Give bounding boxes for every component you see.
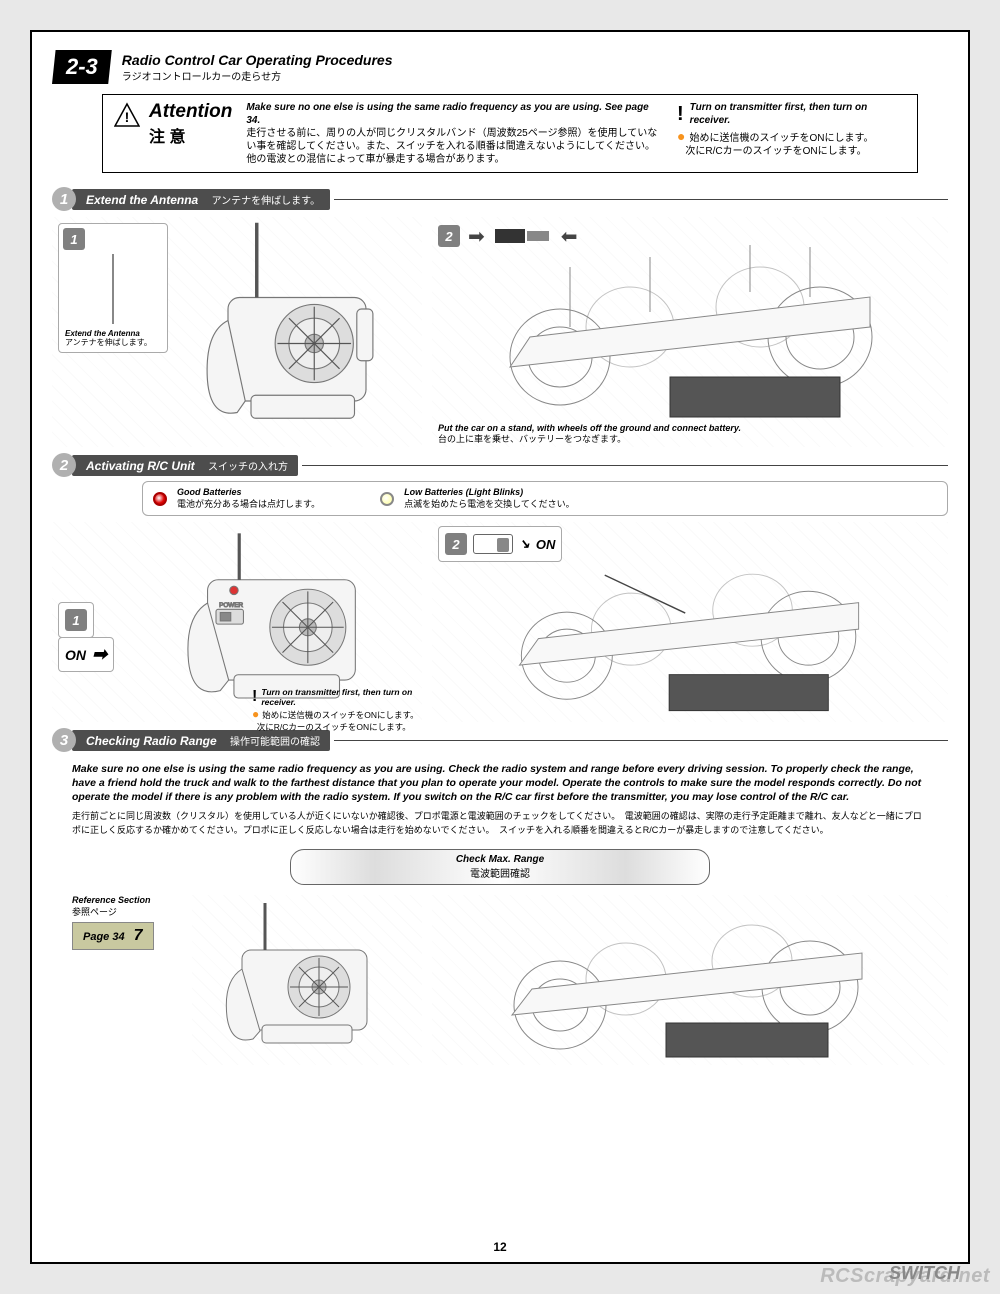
step3-label: Checking Radio Range 操作可能範囲の確認 — [72, 730, 330, 751]
chassis-svg-3 — [432, 895, 948, 1065]
section-title-en: Radio Control Car Operating Procedures — [122, 52, 393, 68]
step3-num: 3 — [52, 728, 76, 752]
attention-text: Make sure no one else is using the same … — [246, 101, 663, 166]
attention-text-jp: 走行させる前に、周りの人が同じクリスタルバンド（周波数25ページ参照）を使用して… — [246, 128, 657, 165]
step3-car-illus — [432, 895, 948, 1065]
section-title-block: Radio Control Car Operating Procedures ラ… — [122, 52, 393, 83]
ref-block: Reference Section 参照ページ Page 34 7 — [52, 895, 182, 1065]
txnote-jp1: 始めに送信機のスイッチをONにします。 — [262, 710, 418, 720]
step2-label: Activating R/C Unit スイッチの入れ方 — [72, 455, 298, 476]
antenna-subbox: 1 Extend the Antenna アンテナを伸ばします。 — [58, 223, 168, 353]
step1-sub2-caption: Put the car on a stand, with wheels off … — [438, 423, 741, 445]
led-low-jp: 点滅を始めたら電池を交換してください。 — [404, 499, 574, 509]
step2-sub1-onbox: 1 — [58, 602, 94, 638]
step2-num: 2 — [52, 453, 76, 477]
step1-sub2-cap-en: Put the car on a stand, with wheels off … — [438, 423, 741, 433]
range-pill: Check Max. Range 電波範囲確認 — [290, 849, 710, 885]
step3-body-jp: 走行前ごとに同じ周波数（クリスタル）を使用している人が近くにいないか確認後、プロ… — [72, 811, 922, 835]
page-ref-box: Page 34 7 — [72, 922, 154, 950]
attention-text-en: Make sure no one else is using the same … — [246, 102, 648, 126]
led-good-icon — [153, 492, 167, 506]
step1-title-jp: アンテナを伸ばします。 — [212, 196, 321, 207]
bullet-icon: ● — [252, 707, 259, 721]
section-header: 2-3 Radio Control Car Operating Procedur… — [52, 50, 948, 84]
step3-body-en: Make sure no one else is using the same … — [72, 762, 928, 805]
bang-icon: ! — [252, 687, 257, 706]
step1-line — [334, 199, 948, 200]
led-low-en: Low Batteries (Light Blinks) — [404, 487, 523, 497]
manual-page: 2-3 Radio Control Car Operating Procedur… — [30, 30, 970, 1264]
step2-title-en: Activating R/C Unit — [86, 459, 195, 473]
step3-row: Reference Section 参照ページ Page 34 7 — [52, 895, 948, 1065]
step3-title-jp: 操作可能範囲の確認 — [230, 737, 320, 748]
led-good-jp: 電池が充分ある場合は点灯します。 — [177, 499, 320, 509]
step1-transmitter-illus: 1 Extend the Antenna アンテナを伸ばします。 — [52, 217, 422, 447]
antenna-caption-jp: アンテナを伸ばします。 — [65, 338, 152, 347]
led-low-text: Low Batteries (Light Blinks) 点滅を始めたら電池を交… — [404, 487, 574, 510]
page-number: 12 — [32, 1240, 968, 1254]
step1-num: 1 — [52, 187, 76, 211]
step2-car-illus: 2 ↘ ON — [432, 522, 948, 722]
warning-icon: ! — [113, 101, 141, 129]
range-en: Check Max. Range — [456, 854, 544, 865]
step2-bar: 2 Activating R/C Unit スイッチの入れ方 — [52, 453, 948, 477]
step2-sub1-badge: 1 — [65, 609, 87, 631]
ref-en: Reference Section — [72, 895, 151, 905]
antenna-line-icon — [112, 254, 114, 324]
step2-on-label: ON ➡ — [58, 637, 114, 672]
step3-body: Make sure no one else is using the same … — [52, 756, 948, 843]
step3-line — [334, 740, 948, 741]
antenna-caption: Extend the Antenna アンテナを伸ばします。 — [65, 329, 152, 348]
step2-transmitter-illus: 1 ON ➡ POWER — [52, 522, 422, 722]
attention-right: ! Turn on transmitter first, then turn o… — [677, 101, 907, 158]
chassis-svg-2 — [432, 542, 948, 722]
led-low-icon — [380, 492, 394, 506]
step1-row: 1 Extend the Antenna アンテナを伸ばします。 — [52, 217, 948, 447]
led-good-text: Good Batteries 電池が充分ある場合は点灯します。 — [177, 487, 320, 510]
arrow-right-icon: ➡ — [92, 644, 107, 665]
step1-sub1-badge: 1 — [63, 228, 85, 250]
step2-on-text: ON — [65, 647, 86, 663]
attention-label-jp: 注 意 — [149, 123, 232, 147]
led-row: Good Batteries 電池が充分ある場合は点灯します。 Low Batt… — [142, 481, 948, 516]
step2-row: 1 ON ➡ POWER — [52, 522, 948, 722]
transmitter-svg — [172, 217, 422, 447]
section-title-jp: ラジオコントロールカーの走らせ方 — [122, 68, 393, 83]
bullet-icon: ● — [677, 128, 685, 144]
step3-transmitter-illus — [192, 895, 422, 1065]
step3-bar: 3 Checking Radio Range 操作可能範囲の確認 — [52, 728, 948, 752]
page-ref-num: 7 — [134, 927, 143, 944]
chassis-svg-1 — [432, 227, 948, 427]
brand-logo: SWITCH — [889, 1263, 960, 1284]
svg-text:!: ! — [125, 109, 130, 125]
attention-label: Attention 注 意 — [149, 101, 232, 147]
attention-right-en: Turn on transmitter first, then turn on … — [690, 102, 868, 126]
step1-car-illus: 2 ➡ ⬅ Put the car on a stand, wit — [432, 217, 948, 447]
power-label: POWER — [219, 602, 243, 609]
step2-txnote: ! Turn on transmitter first, then turn o… — [252, 687, 432, 732]
transmitter-svg-3 — [192, 895, 422, 1065]
attention-right-jp2: 次にR/CカーのスイッチをONにします。 — [685, 146, 866, 157]
attention-right-jp1: 始めに送信機のスイッチをONにします。 — [689, 133, 873, 144]
led-good-en: Good Batteries — [177, 487, 242, 497]
step2-line — [302, 465, 948, 466]
step1-bar: 1 Extend the Antenna アンテナを伸ばします。 — [52, 187, 948, 211]
txnote-en: Turn on transmitter first, then turn on … — [261, 687, 412, 707]
attention-box: ! Attention 注 意 Make sure no one else is… — [102, 94, 918, 173]
ref-section: Reference Section 参照ページ — [72, 895, 182, 918]
step2-title-jp: スイッチの入れ方 — [208, 462, 288, 473]
section-number: 2-3 — [52, 50, 112, 84]
step1-sub2-cap-jp: 台の上に車を乗せ、バッテリーをつなぎます。 — [438, 434, 626, 444]
bang-icon: ! — [677, 101, 684, 127]
antenna-caption-en: Extend the Antenna — [65, 329, 140, 338]
ref-jp: 参照ページ — [72, 907, 117, 917]
attention-label-en: Attention — [149, 101, 232, 122]
page-ref-label: Page 34 — [83, 931, 125, 943]
step1-label: Extend the Antenna アンテナを伸ばします。 — [72, 189, 330, 210]
txnote-jp2: 次にR/CカーのスイッチをONにします。 — [257, 722, 411, 732]
step1-title-en: Extend the Antenna — [86, 193, 198, 207]
step3-title-en: Checking Radio Range — [86, 734, 217, 748]
range-jp: 電波範囲確認 — [470, 869, 530, 880]
